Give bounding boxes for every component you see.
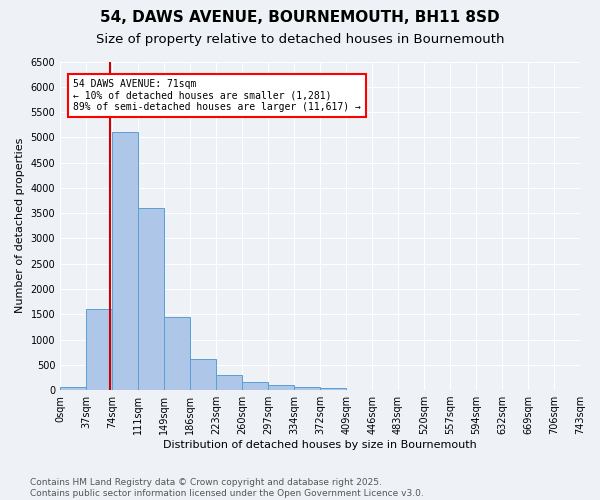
Y-axis label: Number of detached properties: Number of detached properties <box>15 138 25 314</box>
Bar <box>190 358 216 390</box>
Text: Contains HM Land Registry data © Crown copyright and database right 2025.
Contai: Contains HM Land Registry data © Crown c… <box>30 478 424 498</box>
Bar <box>216 375 242 390</box>
Bar <box>242 382 268 390</box>
Bar <box>294 386 320 390</box>
Bar <box>86 309 112 390</box>
Text: 54, DAWS AVENUE, BOURNEMOUTH, BH11 8SD: 54, DAWS AVENUE, BOURNEMOUTH, BH11 8SD <box>100 10 500 25</box>
Bar <box>268 385 294 390</box>
X-axis label: Distribution of detached houses by size in Bournemouth: Distribution of detached houses by size … <box>163 440 477 450</box>
Bar <box>320 388 346 390</box>
Text: 54 DAWS AVENUE: 71sqm
← 10% of detached houses are smaller (1,281)
89% of semi-d: 54 DAWS AVENUE: 71sqm ← 10% of detached … <box>73 79 361 112</box>
Bar <box>60 387 86 390</box>
Text: Size of property relative to detached houses in Bournemouth: Size of property relative to detached ho… <box>96 32 504 46</box>
Bar <box>138 208 164 390</box>
Bar <box>164 317 190 390</box>
Bar <box>112 132 138 390</box>
